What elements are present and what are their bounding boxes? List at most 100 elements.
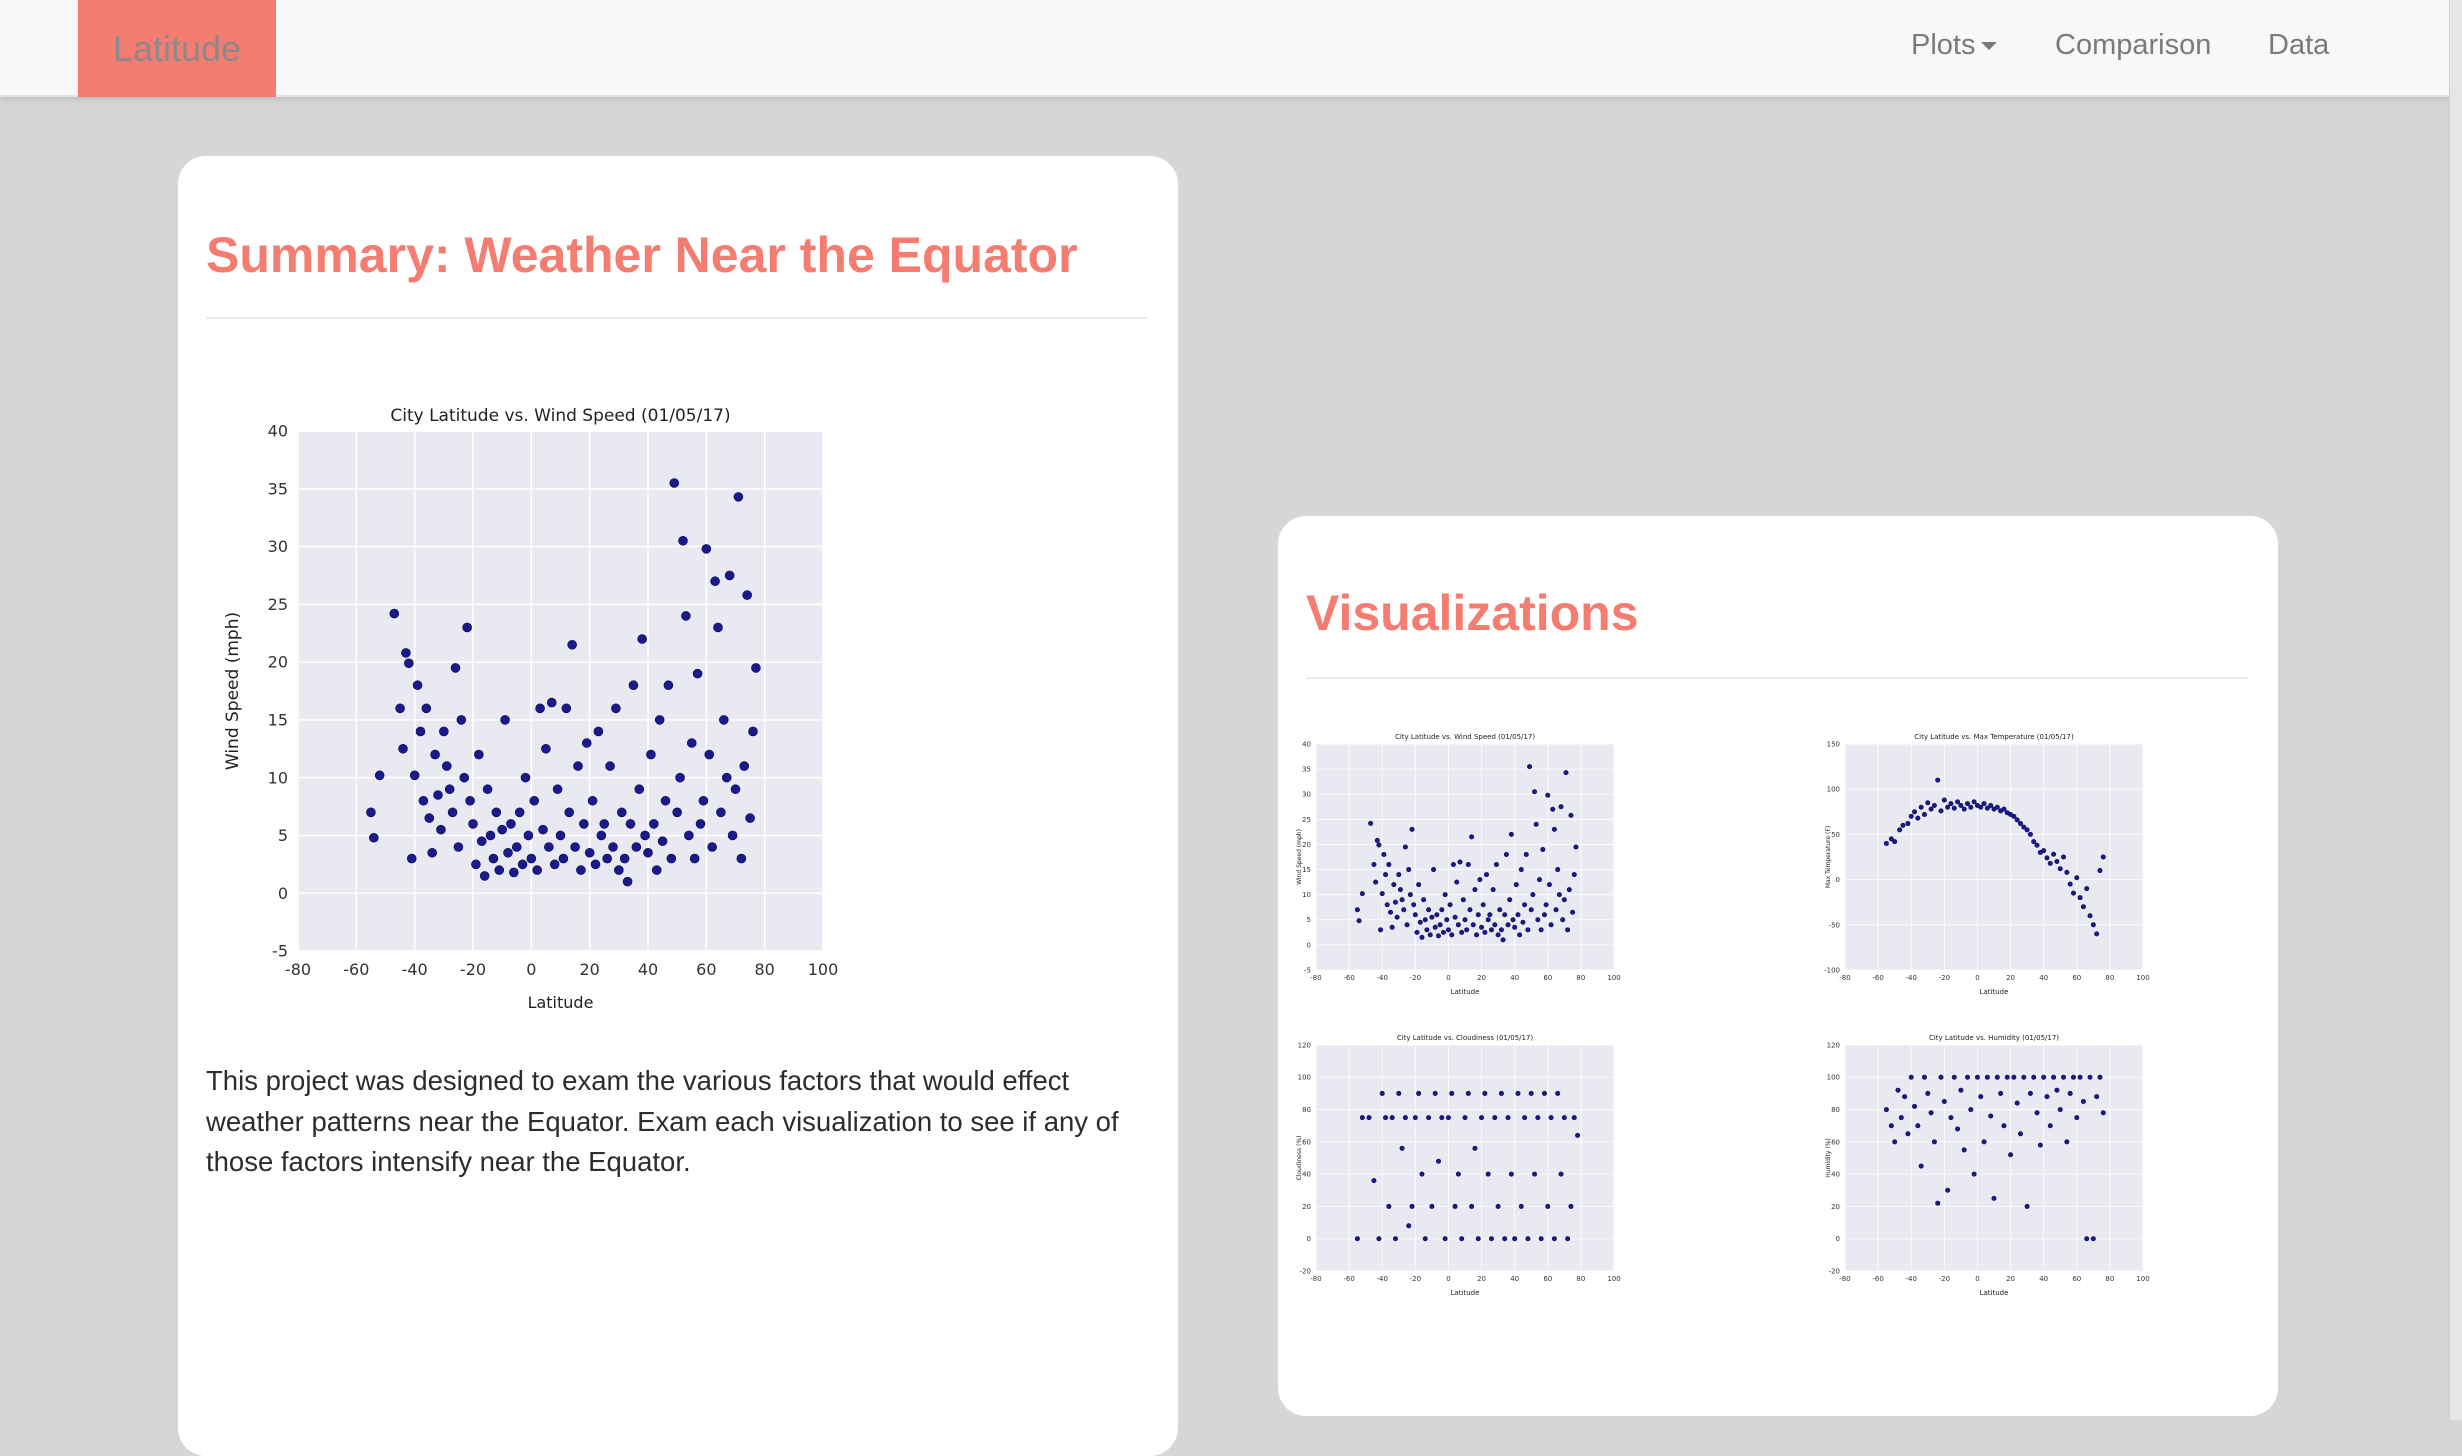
data-point — [418, 795, 429, 806]
y-tick-label: 100 — [1827, 1074, 1840, 1082]
x-tick-label: 100 — [1607, 974, 1620, 982]
x-axis-label: Latitude — [1980, 988, 2009, 996]
viz-thumb-max-temperature[interactable]: -80 -60 -40 -20 0 20 40 60 80 100 -100 -50 0 50 100 150… — [1823, 730, 2153, 1005]
data-point — [471, 859, 481, 870]
data-point — [1366, 1115, 1372, 1121]
data-point — [1414, 929, 1420, 935]
data-point — [474, 749, 484, 760]
data-point — [1546, 882, 1552, 888]
data-point — [1522, 1115, 1528, 1121]
y-tick-label: 20 — [1831, 1203, 1840, 1211]
data-point — [1424, 927, 1430, 933]
data-point — [1532, 1171, 1538, 1177]
y-tick-label: 15 — [268, 710, 288, 729]
data-point — [637, 634, 647, 644]
data-point — [1566, 887, 1572, 893]
nav-plots-dropdown[interactable]: Plots — [1911, 24, 1998, 66]
data-point — [730, 784, 741, 795]
data-point — [1523, 851, 1529, 857]
data-point — [1955, 799, 1961, 805]
x-tick-label: -20 — [460, 960, 486, 979]
data-point — [2027, 1090, 2033, 1096]
x-tick-label: -80 — [1310, 974, 1321, 982]
data-point — [1945, 804, 1951, 810]
data-point — [491, 807, 502, 818]
data-point — [1988, 1113, 1994, 1119]
nav-data-link[interactable]: Data — [2268, 29, 2330, 61]
data-point — [2094, 931, 2100, 937]
data-point — [651, 865, 662, 875]
data-point — [2024, 827, 2030, 833]
data-point — [1551, 1236, 1557, 1242]
viz-thumb-humidity[interactable]: -80 -60 -40 -20 0 20 40 60 80 100 -20 0 20 40 60 80 100 1… — [1823, 1031, 2153, 1306]
viz-thumb-cloudiness[interactable]: -80 -60 -40 -20 0 20 40 60 80 100 -20 0 20 40 60 80 100 1… — [1294, 1031, 1624, 1306]
data-point — [2070, 890, 2076, 896]
x-tick-label: -60 — [1872, 1275, 1883, 1283]
data-point — [1439, 1115, 1445, 1121]
data-point — [733, 492, 744, 502]
data-point — [640, 830, 650, 841]
y-tick-label: -5 — [272, 942, 288, 961]
data-point — [1958, 1087, 1964, 1093]
data-point — [453, 842, 464, 852]
data-point — [1550, 806, 1556, 812]
data-point — [1480, 902, 1486, 908]
y-tick-label: 30 — [268, 537, 288, 556]
data-point — [1389, 1115, 1395, 1121]
y-tick-label: -50 — [1829, 921, 1840, 929]
x-tick-label: 100 — [808, 960, 839, 979]
data-point — [2061, 1074, 2067, 1080]
data-point — [1412, 912, 1418, 918]
data-point — [514, 807, 525, 818]
data-point — [1883, 1107, 1889, 1113]
data-point — [1482, 929, 1488, 935]
x-tick-label: 20 — [1477, 1275, 1486, 1283]
data-point — [1359, 891, 1365, 897]
data-point — [736, 853, 747, 864]
data-point — [374, 770, 385, 781]
data-point — [415, 726, 426, 737]
data-point — [1426, 1115, 1432, 1121]
data-point — [500, 715, 510, 725]
x-tick-label: -60 — [1343, 1275, 1354, 1283]
x-tick-label: 80 — [2105, 1275, 2114, 1283]
data-point — [1921, 1074, 1927, 1080]
y-tick-label: 20 — [1302, 841, 1311, 849]
data-point — [1371, 1178, 1377, 1184]
data-point — [663, 680, 674, 691]
data-point — [447, 807, 458, 818]
caret-down-icon — [1981, 42, 1998, 51]
viz-thumb-wind-speed[interactable]: -80 -60 -40 -20 0 20 40 60 80 100 -5 0 5 10 15 20 25 30 35… — [1294, 730, 1624, 1005]
data-point — [1938, 1074, 1944, 1080]
data-point — [1888, 1123, 1894, 1129]
x-axis-label: Latitude — [1451, 988, 1480, 996]
navbar: Latitude Plots Comparison Data — [0, 0, 2450, 97]
x-tick-label: 60 — [696, 960, 716, 979]
data-point — [1465, 1090, 1471, 1096]
data-point — [1416, 1090, 1422, 1096]
data-point — [567, 639, 577, 650]
data-point — [1502, 1236, 1508, 1242]
data-point — [2034, 842, 2040, 848]
data-point — [2090, 922, 2096, 928]
data-point — [724, 570, 735, 581]
data-point — [1968, 1107, 1974, 1113]
data-point — [1467, 907, 1473, 913]
y-tick-label: 35 — [1302, 766, 1311, 774]
nav-comparison-link[interactable]: Comparison — [2055, 29, 2212, 61]
data-point — [1918, 1163, 1924, 1169]
data-point — [1515, 912, 1521, 918]
data-point — [1429, 914, 1435, 920]
scrollbar[interactable] — [2449, 0, 2462, 1420]
data-point — [2077, 1074, 2083, 1080]
data-point — [1445, 1115, 1451, 1121]
data-point — [1508, 1171, 1514, 1177]
data-point — [541, 743, 551, 754]
data-point — [1404, 922, 1410, 928]
data-point — [1427, 932, 1433, 938]
data-point — [2014, 1100, 2020, 1106]
data-point — [1897, 827, 1903, 833]
data-point — [485, 830, 496, 841]
navbar-brand[interactable]: Latitude — [78, 0, 276, 97]
plot-area — [1316, 1045, 1614, 1271]
